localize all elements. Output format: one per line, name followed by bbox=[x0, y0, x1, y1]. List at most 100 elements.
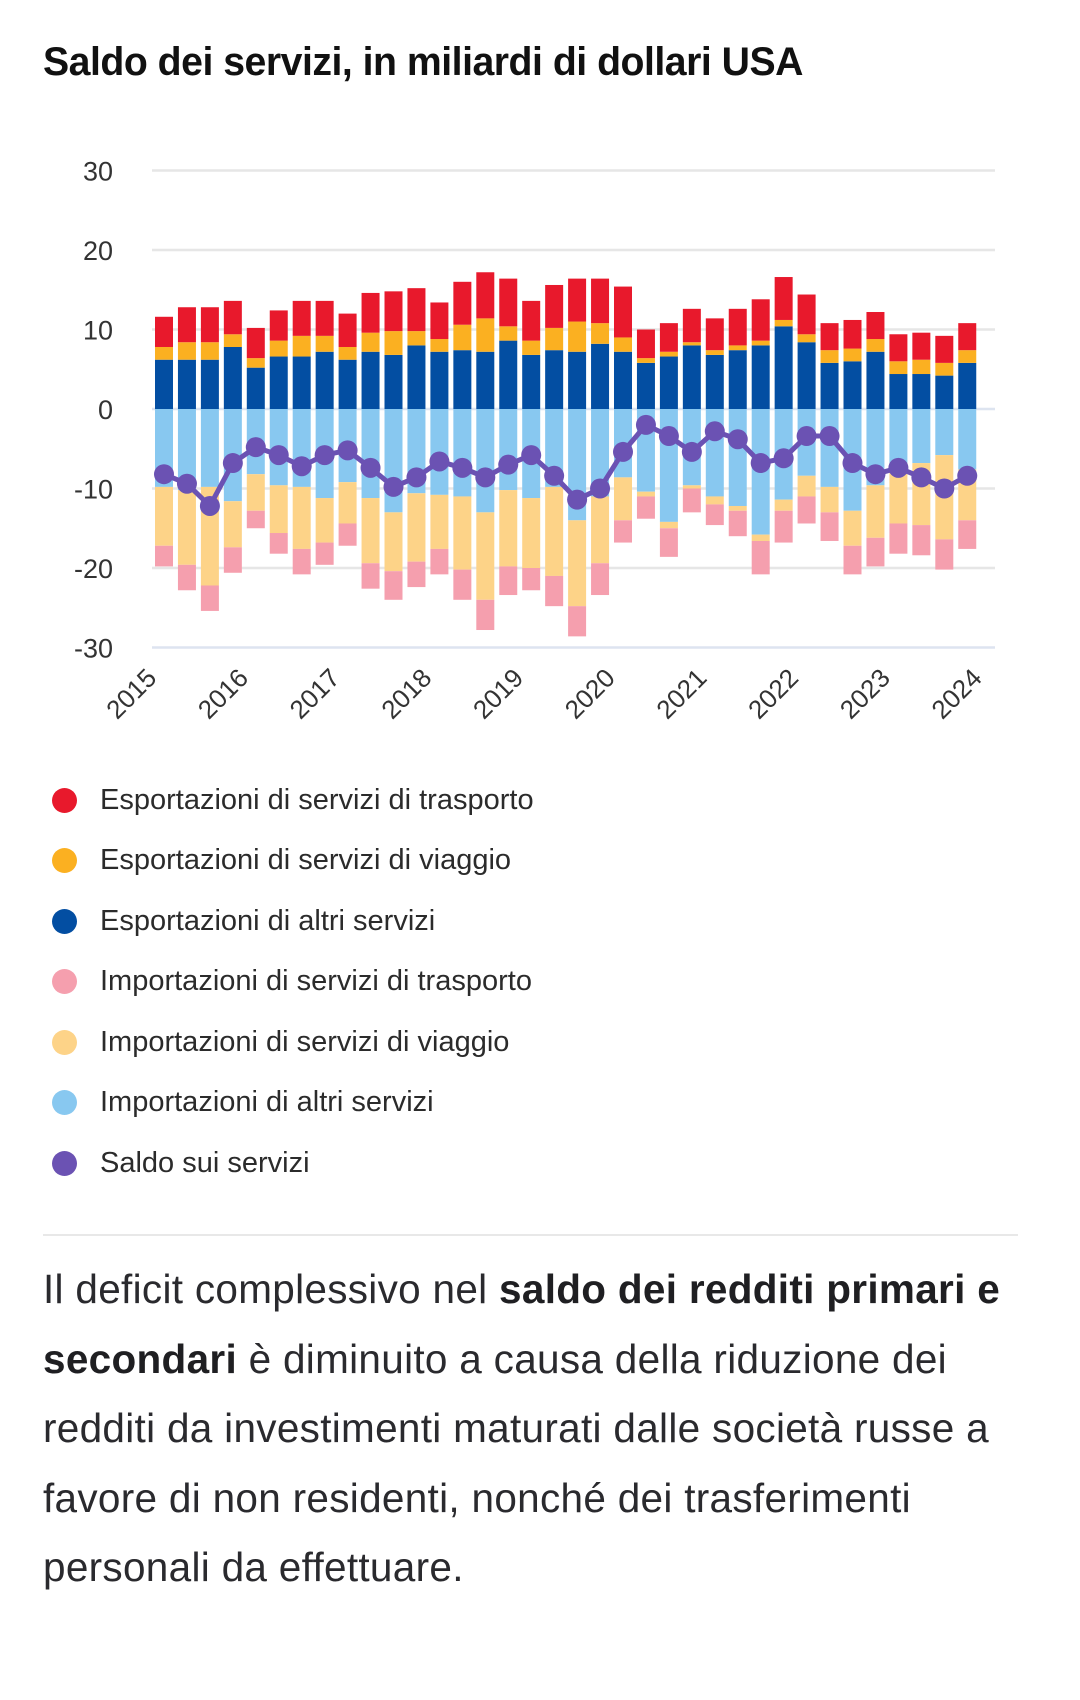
bar-exp-transport bbox=[407, 288, 426, 332]
legend-swatch-icon bbox=[52, 787, 77, 813]
bar-exp-transport bbox=[269, 310, 288, 341]
bar-exp-other bbox=[751, 345, 770, 409]
bar-imp-travel bbox=[545, 486, 564, 576]
bar-imp-other bbox=[361, 409, 380, 499]
bar-stack bbox=[246, 327, 265, 529]
bar-stack bbox=[361, 292, 380, 589]
bar-stack bbox=[682, 308, 701, 513]
y-tick-label: -20 bbox=[74, 554, 113, 584]
bar-exp-transport bbox=[384, 291, 403, 332]
legend-label: Importazioni di altri servizi bbox=[100, 1086, 434, 1119]
bar-exp-other bbox=[614, 351, 632, 409]
bar-exp-other bbox=[453, 350, 472, 409]
x-tick-label: 2017 bbox=[284, 663, 346, 725]
bar-imp-travel bbox=[591, 496, 610, 564]
bar-imp-transport bbox=[820, 512, 839, 541]
bar-exp-transport bbox=[751, 299, 770, 341]
legend-label: Importazioni di servizi di trasporto bbox=[100, 965, 532, 998]
bar-exp-transport bbox=[797, 294, 816, 335]
legend-item: Esportazioni di altri servizi bbox=[52, 891, 534, 952]
bar-imp-other bbox=[499, 409, 518, 491]
balance-point bbox=[291, 456, 312, 477]
bar-exp-travel bbox=[935, 362, 954, 376]
balance-point bbox=[314, 445, 335, 466]
bar-imp-transport bbox=[843, 545, 862, 575]
bar-imp-transport bbox=[223, 547, 242, 573]
bar-imp-transport bbox=[912, 525, 931, 556]
balance-point bbox=[750, 453, 771, 474]
balance-point bbox=[842, 453, 863, 474]
chart-legend: Esportazioni di servizi di trasporto Espo… bbox=[52, 770, 534, 1194]
bar-imp-transport bbox=[361, 563, 380, 589]
bar-imp-transport bbox=[682, 488, 701, 513]
legend-swatch-icon bbox=[52, 1090, 77, 1116]
balance-point bbox=[681, 441, 702, 462]
bar-exp-other bbox=[866, 351, 885, 409]
bar-imp-transport bbox=[476, 599, 495, 631]
bar-exp-transport bbox=[591, 278, 610, 324]
bar-exp-travel bbox=[705, 350, 724, 355]
bar-imp-transport bbox=[614, 520, 632, 543]
bar-imp-travel bbox=[774, 499, 793, 511]
bar-exp-transport bbox=[200, 307, 219, 343]
bar-imp-travel bbox=[682, 485, 701, 489]
legend-swatch-icon bbox=[52, 1029, 77, 1055]
bar-imp-other bbox=[476, 409, 495, 513]
bar-imp-travel bbox=[476, 512, 495, 600]
bar-exp-transport bbox=[177, 307, 196, 343]
bar-imp-other bbox=[820, 409, 839, 487]
bar-exp-travel bbox=[751, 340, 770, 346]
bar-imp-travel bbox=[384, 512, 403, 572]
x-axis-ticks: 2015 2016 2017 2018 2019 2020 2021 2022 2023 2024 bbox=[100, 663, 987, 725]
bar-imp-transport bbox=[935, 539, 954, 570]
bar-exp-travel bbox=[614, 337, 632, 352]
bar-stack bbox=[889, 334, 908, 554]
bar-exp-transport bbox=[430, 302, 449, 340]
bar-exp-transport bbox=[705, 318, 724, 351]
bar-exp-travel bbox=[384, 331, 403, 355]
bar-exp-travel bbox=[430, 339, 449, 352]
bar-exp-transport bbox=[843, 319, 862, 349]
y-tick-label: 0 bbox=[98, 395, 113, 425]
bar-imp-travel bbox=[866, 485, 885, 538]
bar-exp-other bbox=[407, 345, 426, 409]
balance-point bbox=[704, 421, 725, 442]
bar-imp-travel bbox=[223, 501, 242, 548]
legend-item: Importazioni di servizi di trasporto bbox=[52, 952, 534, 1013]
balance-point bbox=[957, 465, 978, 486]
bar-exp-transport bbox=[292, 300, 311, 336]
legend-swatch-icon bbox=[52, 848, 77, 874]
legend-label: Saldo sui servizi bbox=[100, 1146, 310, 1179]
bar-imp-other bbox=[591, 409, 610, 497]
x-tick-label: 2021 bbox=[650, 663, 712, 725]
bar-exp-travel bbox=[246, 358, 265, 368]
bar-imp-transport bbox=[246, 510, 265, 529]
bar-imp-travel bbox=[292, 486, 311, 549]
bar-exp-other bbox=[659, 356, 678, 409]
bar-exp-other bbox=[958, 362, 977, 409]
bar-stack bbox=[407, 288, 426, 588]
y-tick-label: 20 bbox=[83, 236, 113, 266]
bar-stack bbox=[384, 291, 403, 600]
bar-stack bbox=[177, 307, 196, 591]
balance-point bbox=[176, 473, 197, 494]
bar-exp-travel bbox=[453, 324, 472, 351]
bar-exp-transport bbox=[223, 300, 242, 335]
bar-exp-transport bbox=[889, 334, 908, 362]
balance-line bbox=[154, 414, 978, 516]
bar-exp-other bbox=[476, 351, 495, 409]
bar-imp-travel bbox=[269, 485, 288, 534]
bar-exp-travel bbox=[499, 326, 518, 341]
balance-point bbox=[865, 464, 886, 485]
bar-exp-travel bbox=[568, 321, 587, 352]
balance-point bbox=[406, 467, 427, 488]
bar-imp-transport bbox=[568, 606, 587, 637]
bar-imp-transport bbox=[453, 569, 472, 600]
y-tick-label: -30 bbox=[74, 634, 113, 664]
bar-exp-travel bbox=[361, 332, 380, 352]
bar-imp-transport bbox=[705, 504, 724, 526]
balance-point bbox=[934, 478, 955, 499]
bar-imp-travel bbox=[728, 505, 747, 511]
bar-exp-travel bbox=[636, 358, 655, 363]
bar-exp-other bbox=[522, 354, 541, 409]
